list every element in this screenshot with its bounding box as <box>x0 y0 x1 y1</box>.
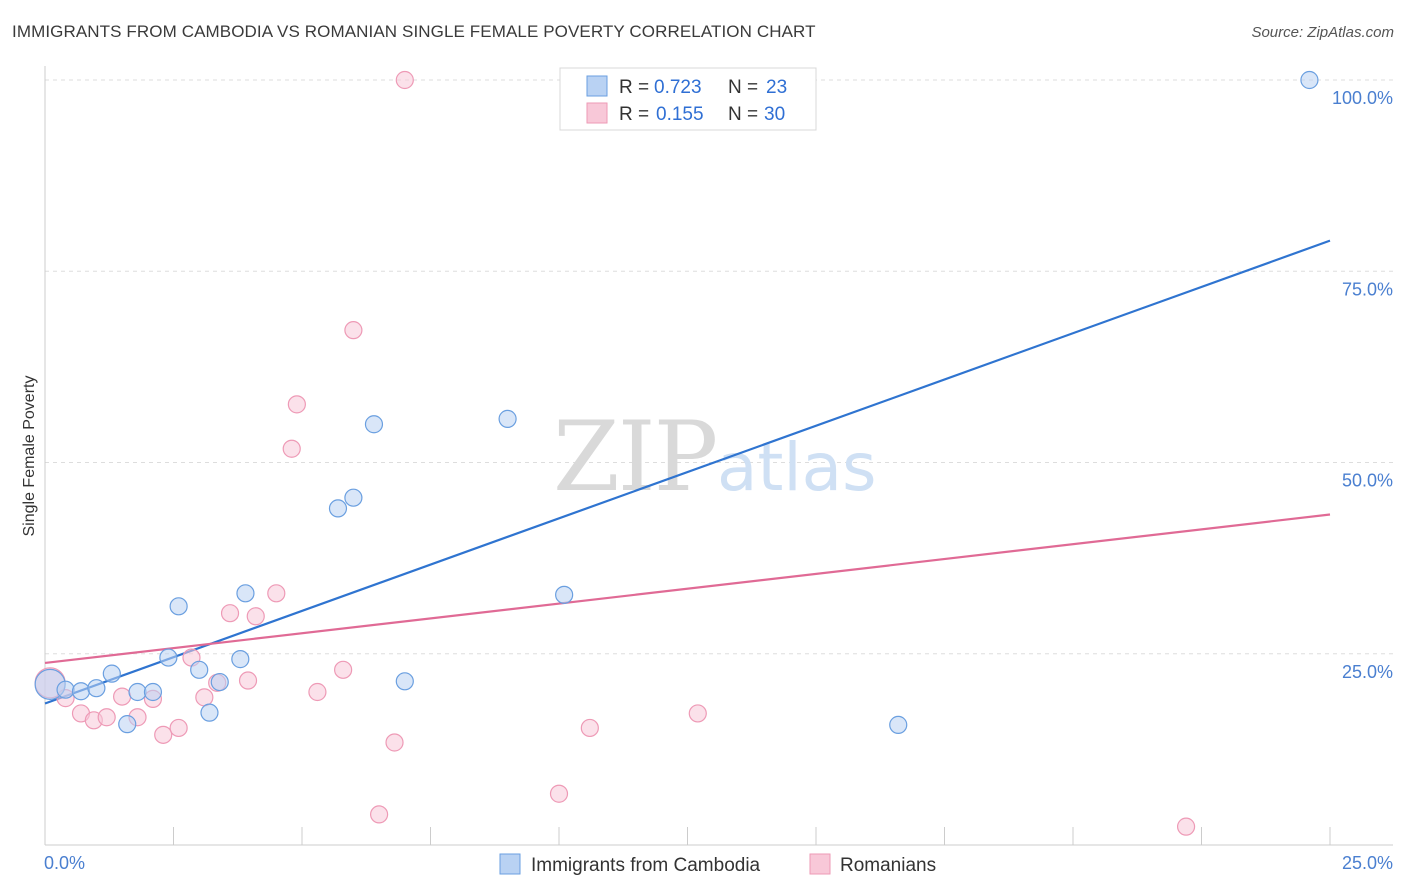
legend-n-value-cambodia: 23 <box>766 77 787 98</box>
axes <box>44 66 1393 846</box>
y-axis-title: Single Female Poverty <box>21 376 38 537</box>
point-cambodia <box>102 664 121 683</box>
watermark-atlas: atlas <box>717 429 877 506</box>
point-romanians <box>169 718 188 738</box>
point-romanians <box>112 687 132 706</box>
point-romanians <box>282 439 301 458</box>
point-romanians <box>308 682 327 702</box>
trend-line-romanians <box>44 513 1331 665</box>
point-cambodia <box>555 585 574 604</box>
point-romanians <box>220 604 240 623</box>
point-cambodia <box>118 715 137 734</box>
trend-line-cambodia <box>44 239 1331 705</box>
point-romanians <box>580 718 599 738</box>
legend-r-value-romanians: 0.155 <box>656 104 704 125</box>
point-romanians <box>97 708 116 727</box>
point-cambodia <box>1300 70 1319 90</box>
x-tick-labels: 0.0% 25.0% <box>44 853 1393 873</box>
point-cambodia <box>364 415 384 434</box>
point-cambodia <box>87 679 106 698</box>
y-tick-label: 50.0% <box>1342 471 1393 491</box>
legend-n-label-romanians: N = <box>728 104 758 125</box>
point-cambodia <box>236 584 255 603</box>
point-cambodia <box>328 499 348 518</box>
point-romanians <box>344 321 363 340</box>
data-points <box>34 70 1319 836</box>
point-cambodia <box>200 703 219 722</box>
point-romanians <box>267 584 286 603</box>
point-romanians <box>246 607 265 626</box>
chart-title: IMMIGRANTS FROM CAMBODIA VS ROMANIAN SIN… <box>12 22 816 41</box>
point-romanians <box>1176 817 1196 836</box>
bottom-legend-swatch-romanians <box>809 853 831 875</box>
legend-r-label-romanians: R = <box>619 104 649 125</box>
point-cambodia <box>395 672 414 691</box>
y-tick-label: 25.0% <box>1342 662 1393 682</box>
point-romanians <box>688 704 707 723</box>
bottom-legend-swatch-cambodia <box>499 853 521 875</box>
point-romanians <box>195 688 214 707</box>
point-cambodia <box>344 488 363 507</box>
point-cambodia <box>128 682 147 702</box>
legend-n-value-romanians: 30 <box>764 104 785 125</box>
chart-source: Source: ZipAtlas.com <box>1251 24 1394 41</box>
x-tick-label-max: 25.0% <box>1342 853 1393 873</box>
y-tick-labels: 25.0% 50.0% 75.0% 100.0% <box>1332 88 1393 682</box>
y-tick-label: 100.0% <box>1332 88 1393 108</box>
trend-lines <box>44 239 1331 705</box>
bottom-legend: Immigrants from Cambodia Romanians <box>499 853 936 876</box>
point-cambodia <box>143 682 163 702</box>
point-romanians <box>154 725 173 744</box>
point-romanians <box>549 784 569 803</box>
gridlines <box>45 79 1393 655</box>
point-romanians <box>370 805 389 824</box>
point-romanians <box>385 733 404 752</box>
y-tick-label: 75.0% <box>1342 279 1393 299</box>
legend-r-label-cambodia: R = <box>619 77 649 98</box>
point-romanians <box>334 660 353 679</box>
legend-swatch-cambodia <box>586 75 608 97</box>
point-romanians <box>287 395 306 414</box>
point-cambodia <box>210 672 229 692</box>
legend-n-label-cambodia: N = <box>728 77 758 98</box>
point-romanians <box>395 70 414 90</box>
point-cambodia <box>71 682 91 701</box>
legend-swatch-romanians <box>586 102 608 124</box>
x-tick-label-min: 0.0% <box>44 853 85 873</box>
watermark-zip: ZIP <box>553 401 716 513</box>
point-cambodia <box>231 650 250 669</box>
bottom-legend-label-romanians: Romanians <box>840 855 936 876</box>
point-cambodia <box>159 648 178 667</box>
point-cambodia <box>498 409 517 428</box>
legend-box: R = 0.723 N = 23 R = 0.155 N = 30 <box>559 67 817 131</box>
point-cambodia <box>169 597 188 616</box>
point-romanians <box>238 671 258 690</box>
point-cambodia <box>56 680 75 699</box>
point-cambodia <box>190 660 209 679</box>
legend-r-value-cambodia: 0.723 <box>654 77 702 98</box>
bottom-legend-label-cambodia: Immigrants from Cambodia <box>531 855 761 876</box>
watermark: ZIP atlas <box>553 401 877 513</box>
point-cambodia <box>889 715 908 734</box>
